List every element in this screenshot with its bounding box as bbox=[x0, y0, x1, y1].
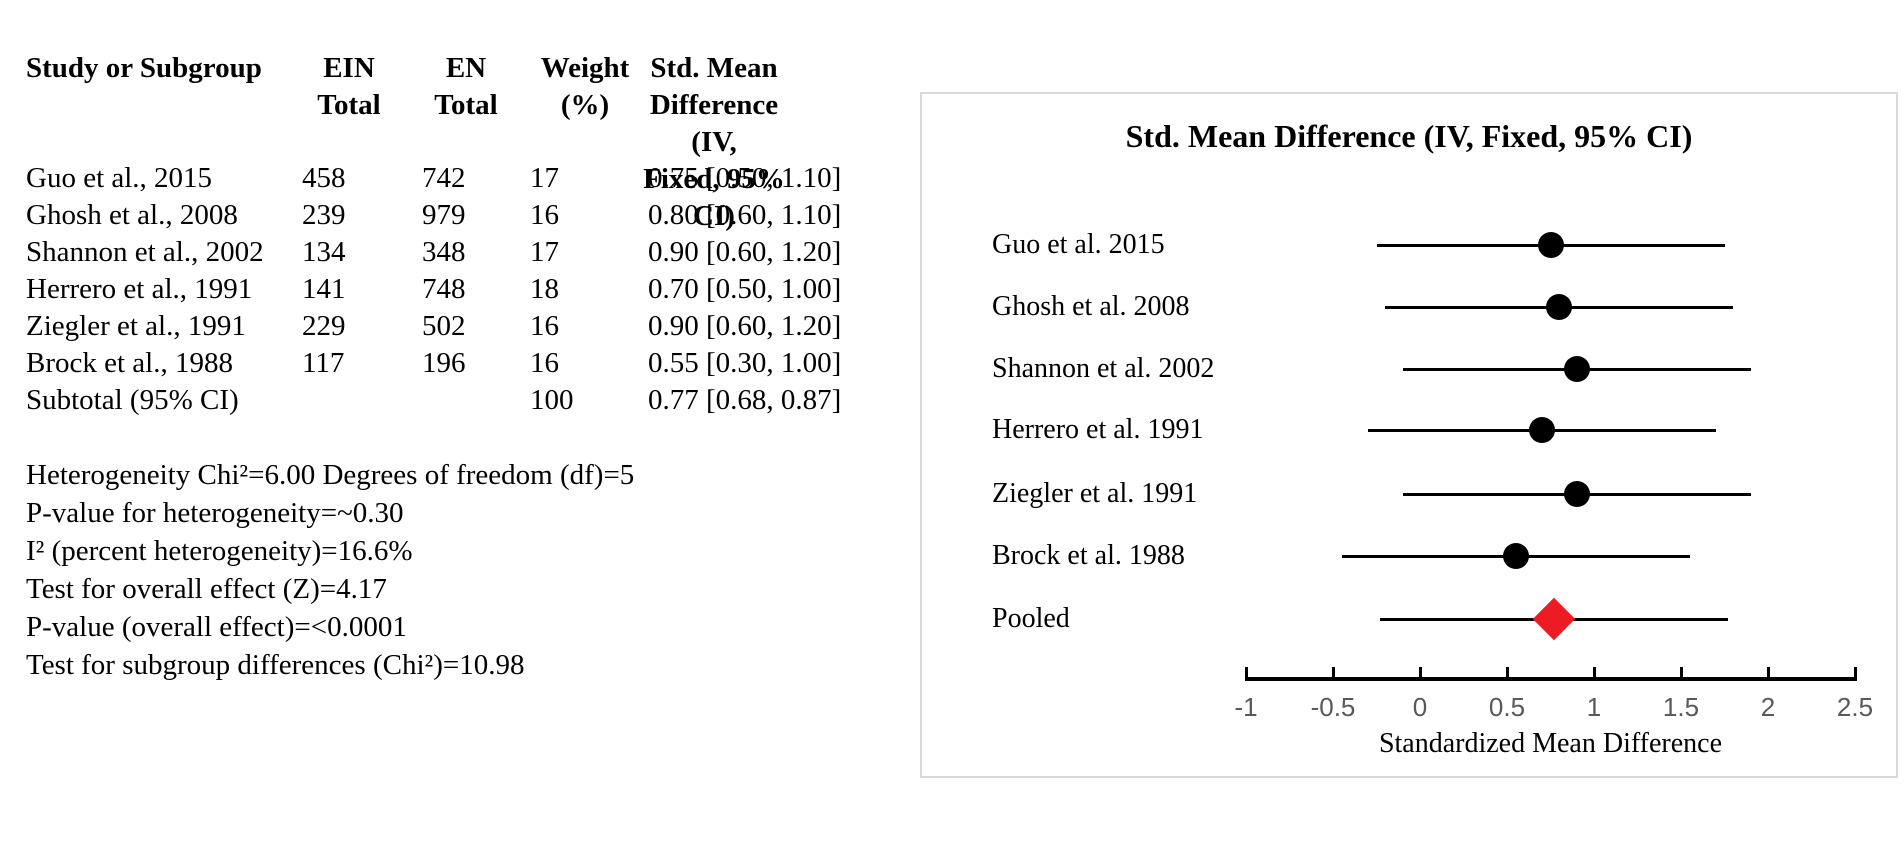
cell-study: Brock et al., 1988 bbox=[26, 347, 233, 379]
cell-study: Guo et al., 2015 bbox=[26, 162, 213, 194]
axis-tick-label: -0.5 bbox=[1310, 692, 1356, 722]
cell-study: Herrero et al., 1991 bbox=[26, 273, 253, 305]
heterogeneity-notes: Heterogeneity Chi²=6.00 Degrees of freed… bbox=[26, 456, 866, 684]
table-row: Shannon et al., 2002 134 348 17 0.90 [0.… bbox=[0, 234, 880, 271]
cell-en: 979 bbox=[422, 199, 466, 231]
axis-tick bbox=[1766, 667, 1770, 681]
column-header-smd: Std. Mean Difference (IV, Fixed, 95% CI) bbox=[643, 52, 785, 232]
x-axis-line bbox=[1244, 677, 1857, 681]
cell-smd: 0.77 [0.68, 0.87] bbox=[648, 384, 842, 416]
effect-marker bbox=[1546, 294, 1573, 320]
cell-ein: 229 bbox=[302, 310, 346, 342]
cell-en: 348 bbox=[422, 236, 466, 268]
plot-title: Std. Mean Difference (IV, Fixed, 95% CI) bbox=[1125, 118, 1693, 154]
axis-tick bbox=[1505, 667, 1509, 681]
axis-tick-label: 1 bbox=[1586, 692, 1602, 722]
axis-tick bbox=[1679, 667, 1683, 681]
forest-study-label: Herrero et al. 1991 bbox=[992, 414, 1204, 445]
column-header-study: Study or Subgroup bbox=[26, 52, 262, 84]
cell-weight: 18 bbox=[530, 273, 559, 305]
forest-study-label: Shannon et al. 2002 bbox=[992, 353, 1215, 384]
cell-weight: 16 bbox=[530, 199, 559, 231]
axis-tick bbox=[1418, 667, 1422, 681]
cell-en: 502 bbox=[422, 310, 466, 342]
table-row-subtotal: Subtotal (95% CI) 100 0.77 [0.68, 0.87] bbox=[0, 382, 880, 419]
effect-marker bbox=[1563, 356, 1590, 382]
cell-ein: 141 bbox=[302, 273, 346, 305]
cell-weight: 16 bbox=[530, 347, 559, 379]
axis-tick-label: 2.5 bbox=[1836, 692, 1874, 722]
effect-marker bbox=[1537, 232, 1564, 258]
cell-study: Ghosh et al., 2008 bbox=[26, 199, 238, 231]
cell-en: 196 bbox=[422, 347, 466, 379]
cell-smd: 0.75 [0.50, 1.10] bbox=[648, 162, 842, 194]
note-i2: I² (percent heterogeneity)=16.6% bbox=[26, 535, 413, 567]
cell-smd: 0.55 [0.30, 1.00] bbox=[648, 347, 842, 379]
axis-tick bbox=[1244, 667, 1248, 681]
table-body: Guo et al., 2015 458 742 17 0.75 [0.50, … bbox=[0, 160, 880, 419]
cell-study: Subtotal (95% CI) bbox=[26, 384, 239, 416]
cell-weight: 100 bbox=[530, 384, 574, 416]
forest-study-label: Ziegler et al. 1991 bbox=[992, 478, 1198, 509]
cell-smd: 0.90 [0.60, 1.20] bbox=[648, 236, 842, 268]
meta-analysis-table: Study or Subgroup EIN Total EN Total Wei… bbox=[0, 0, 880, 867]
forest-study-label: Brock et al. 1988 bbox=[992, 540, 1185, 571]
cell-ein: 117 bbox=[302, 347, 345, 379]
effect-marker bbox=[1563, 481, 1590, 507]
cell-weight: 16 bbox=[530, 310, 559, 342]
forest-study-label: Pooled bbox=[992, 603, 1070, 634]
cell-smd: 0.90 [0.60, 1.20] bbox=[648, 310, 842, 342]
x-axis-title: Standardized Mean Difference bbox=[1378, 728, 1723, 759]
note-heterogeneity-chi2: Heterogeneity Chi²=6.00 Degrees of freed… bbox=[26, 459, 635, 491]
cell-smd: 0.70 [0.50, 1.00] bbox=[648, 273, 842, 305]
column-header-en-total: EN Total bbox=[434, 52, 498, 121]
note-overall-effect-z: Test for overall effect (Z)=4.17 bbox=[26, 573, 387, 605]
cell-ein: 134 bbox=[302, 236, 346, 268]
axis-tick bbox=[1331, 667, 1335, 681]
cell-weight: 17 bbox=[530, 236, 559, 268]
axis-tick-label: -1 bbox=[1234, 692, 1258, 722]
cell-ein: 458 bbox=[302, 162, 346, 194]
effect-marker bbox=[1528, 417, 1555, 443]
table-row: Herrero et al., 1991 141 748 18 0.70 [0.… bbox=[0, 271, 880, 308]
x-axis: -1 -0.5 0 0.5 1 1.5 2 2.5 bbox=[922, 94, 1896, 776]
cell-study: Ziegler et al., 1991 bbox=[26, 310, 246, 342]
cell-weight: 17 bbox=[530, 162, 559, 194]
table-row: Ziegler et al., 1991 229 502 16 0.90 [0.… bbox=[0, 308, 880, 345]
axis-tick-label: 1.5 bbox=[1662, 692, 1700, 722]
forest-plot: Std. Mean Difference (IV, Fixed, 95% CI)… bbox=[920, 92, 1898, 778]
cell-en: 742 bbox=[422, 162, 466, 194]
table-row: Brock et al., 1988 117 196 16 0.55 [0.30… bbox=[0, 345, 880, 382]
forest-study-label: Guo et al. 2015 bbox=[992, 229, 1165, 260]
axis-tick bbox=[1592, 667, 1596, 681]
axis-tick-label: 2 bbox=[1760, 692, 1776, 722]
note-p-heterogeneity: P-value for heterogeneity=~0.30 bbox=[26, 497, 404, 529]
column-header-ein-total: EIN Total bbox=[317, 52, 381, 121]
effect-marker bbox=[1502, 543, 1529, 569]
axis-tick-label: 0 bbox=[1412, 692, 1428, 722]
note-p-overall: P-value (overall effect)=<0.0001 bbox=[26, 611, 407, 643]
note-subgroup-diff: Test for subgroup differences (Chi²)=10.… bbox=[26, 649, 525, 681]
cell-study: Shannon et al., 2002 bbox=[26, 236, 264, 268]
cell-smd: 0.80 [0.60, 1.10] bbox=[648, 199, 842, 231]
table-row: Ghosh et al., 2008 239 979 16 0.80 [0.60… bbox=[0, 197, 880, 234]
cell-ein: 239 bbox=[302, 199, 346, 231]
table-row: Guo et al., 2015 458 742 17 0.75 [0.50, … bbox=[0, 160, 880, 197]
cell-en: 748 bbox=[422, 273, 466, 305]
column-header-weight: Weight (%) bbox=[540, 52, 630, 121]
axis-tick-label: 0.5 bbox=[1488, 692, 1526, 722]
forest-study-label: Ghosh et al. 2008 bbox=[992, 291, 1190, 322]
axis-tick bbox=[1853, 667, 1857, 681]
